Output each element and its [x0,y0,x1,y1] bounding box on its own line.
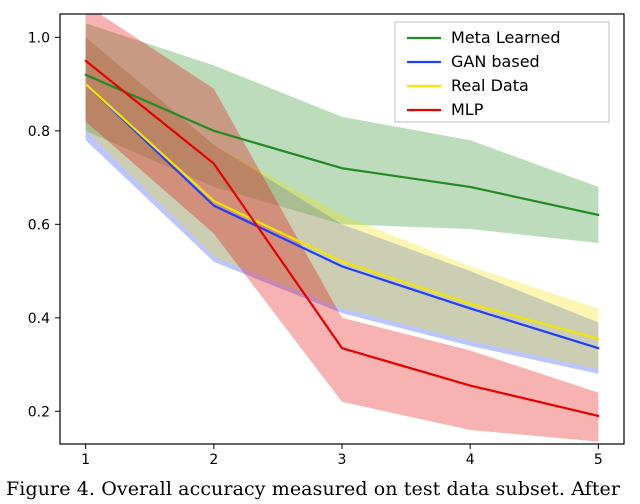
accuracy-line-chart: 1 2 3 4 5 0.2 0.4 0.6 0.8 1.0 Meta Learned GAN base… [0,0,640,472]
y-tick-label: 0.8 [28,124,50,140]
legend-label: MLP [451,100,484,119]
legend-label: Real Data [451,76,529,95]
x-tick-label: 2 [209,452,218,468]
x-tick-label: 5 [594,452,603,468]
y-tick-label: 0.6 [28,217,50,233]
y-tick-label: 0.4 [28,311,50,327]
legend-label: GAN based [451,52,540,71]
figure-caption-text: Figure 4. Overall accuracy measured on t… [6,478,620,500]
figure-caption: Figure 4. Overall accuracy measured on t… [0,478,640,502]
y-tick-label: 0.2 [28,404,50,420]
x-tick-label: 4 [466,452,475,468]
x-tick-label: 1 [81,452,90,468]
legend-label: Meta Learned [451,28,561,47]
y-tick-label: 1.0 [28,30,50,46]
x-tick-label: 3 [338,452,347,468]
